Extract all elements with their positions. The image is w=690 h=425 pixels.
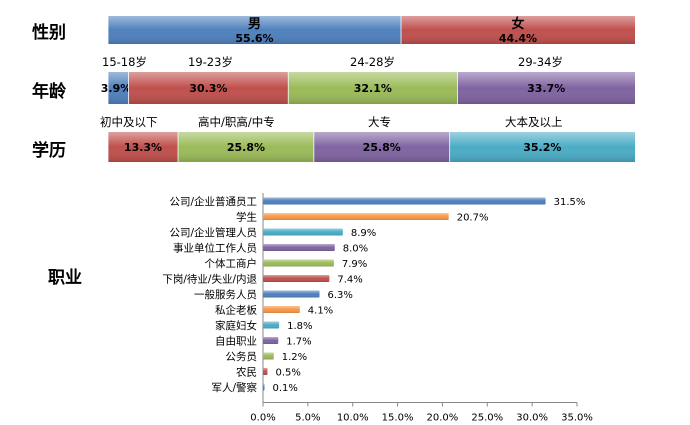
occupation-bar-shade-1 bbox=[263, 213, 449, 220]
stack-category-1-2: 24-28岁 bbox=[350, 55, 395, 69]
stack-title-2: 学历 bbox=[32, 140, 66, 161]
occupation-category-8: 家庭妇女 bbox=[215, 319, 257, 332]
occupation-value-5: 7.4% bbox=[337, 275, 362, 286]
stack-category-0-0: 男 bbox=[248, 17, 261, 32]
stack-segment-shade-0-0 bbox=[108, 16, 402, 44]
stack-category-2-0: 初中及以下 bbox=[100, 115, 158, 129]
occupation-bar-shade-10 bbox=[263, 352, 274, 360]
stack-category-1-3: 29-34岁 bbox=[518, 55, 563, 69]
stack-value-1-1: 30.3% bbox=[189, 82, 227, 95]
occupation-bar-shade-2 bbox=[263, 228, 343, 236]
stack-segment-shade-1-3 bbox=[457, 72, 635, 104]
occupation-category-2: 公司/企业管理人员 bbox=[169, 226, 257, 239]
occupation-value-10: 1.2% bbox=[282, 352, 307, 363]
stack-segment-shade-1-2 bbox=[288, 72, 458, 104]
stack-segment-shade-2-1 bbox=[178, 132, 314, 162]
occupation-value-8: 1.8% bbox=[287, 321, 312, 332]
occupation-x-tick-3: 15.0% bbox=[382, 413, 414, 424]
occupation-category-11: 农民 bbox=[236, 366, 257, 379]
stack-segment-shade-2-0 bbox=[108, 132, 179, 162]
occupation-bar-shade-11 bbox=[263, 368, 268, 375]
stack-category-2-1: 高中/职高/中专 bbox=[198, 115, 275, 129]
stack-value-1-3: 33.7% bbox=[527, 82, 565, 95]
occupation-value-4: 7.9% bbox=[342, 259, 367, 270]
stack-category-1-1: 19-23岁 bbox=[188, 55, 233, 69]
stack-category-1-0: 15-18岁 bbox=[102, 55, 147, 69]
occupation-category-6: 一般服务人员 bbox=[194, 288, 257, 301]
stack-title-1: 年龄 bbox=[32, 81, 67, 102]
occupation-bar-shade-4 bbox=[263, 259, 334, 267]
stack-segment-shade-2-2 bbox=[313, 132, 450, 162]
occupation-x-tick-6: 30.0% bbox=[516, 413, 548, 424]
occupation-bar-shade-8 bbox=[263, 321, 280, 329]
stack-category-2-3: 大本及以上 bbox=[505, 115, 563, 129]
occupation-bar-shade-5 bbox=[263, 275, 330, 282]
occupation-category-1: 学生 bbox=[236, 211, 257, 224]
stack-segment-shade-0-1 bbox=[401, 16, 635, 44]
occupation-category-9: 自由职业 bbox=[215, 335, 257, 348]
occupation-value-3: 8.0% bbox=[343, 244, 368, 255]
occupation-category-10: 公务员 bbox=[226, 350, 258, 363]
occupation-value-2: 8.9% bbox=[351, 228, 376, 239]
stack-value-1-0: 3.9% bbox=[101, 82, 132, 95]
occupation-category-5: 下岗/待业/失业/内退 bbox=[162, 273, 257, 286]
occupation-value-7: 4.1% bbox=[308, 306, 333, 317]
occupation-category-7: 私企老板 bbox=[215, 304, 257, 317]
stack-value-0-1: 44.4% bbox=[499, 32, 537, 45]
stack-segment-shade-2-3 bbox=[449, 132, 635, 162]
occupation-bar-shade-3 bbox=[263, 244, 335, 251]
occupation-x-tick-4: 20.0% bbox=[427, 413, 459, 424]
occupation-x-tick-0: 0.0% bbox=[250, 413, 275, 424]
occupation-bar-shade-12 bbox=[263, 383, 265, 391]
occupation-category-0: 公司/企业普通员工 bbox=[169, 195, 257, 208]
occupation-title: 职业 bbox=[48, 268, 82, 288]
occupation-bar-shade-6 bbox=[263, 290, 320, 298]
stack-value-1-2: 32.1% bbox=[354, 82, 392, 95]
stack-category-0-1: 女 bbox=[511, 16, 524, 32]
stack-segment-shade-1-1 bbox=[128, 72, 289, 104]
occupation-bar-shade-7 bbox=[263, 306, 300, 313]
stack-segment-shade-1-0 bbox=[108, 72, 129, 104]
stack-value-0-0: 55.6% bbox=[235, 32, 273, 45]
occupation-value-0: 31.5% bbox=[554, 197, 586, 208]
occupation-value-1: 20.7% bbox=[457, 213, 489, 224]
stack-value-2-2: 25.8% bbox=[363, 141, 401, 154]
occupation-value-12: 0.1% bbox=[273, 383, 298, 394]
occupation-bar-shade-9 bbox=[263, 337, 279, 344]
stack-value-2-0: 13.3% bbox=[124, 141, 162, 154]
occupation-value-9: 1.7% bbox=[286, 337, 311, 348]
occupation-value-6: 6.3% bbox=[328, 290, 353, 301]
occupation-x-tick-7: 35.0% bbox=[561, 413, 593, 424]
stack-value-2-3: 35.2% bbox=[523, 141, 561, 154]
occupation-bar-shade-0 bbox=[263, 197, 546, 205]
occupation-category-4: 个体工商户 bbox=[205, 257, 258, 270]
occupation-category-12: 军人/警察 bbox=[211, 381, 257, 394]
occupation-category-3: 事业单位工作人员 bbox=[173, 242, 257, 255]
stack-title-0: 性别 bbox=[32, 22, 66, 43]
occupation-value-11: 0.5% bbox=[275, 368, 300, 379]
stack-value-2-1: 25.8% bbox=[227, 141, 265, 154]
stack-category-2-2: 大专 bbox=[368, 115, 391, 129]
occupation-x-tick-5: 25.0% bbox=[471, 413, 503, 424]
occupation-x-tick-1: 5.0% bbox=[295, 413, 320, 424]
occupation-x-tick-2: 10.0% bbox=[337, 413, 369, 424]
